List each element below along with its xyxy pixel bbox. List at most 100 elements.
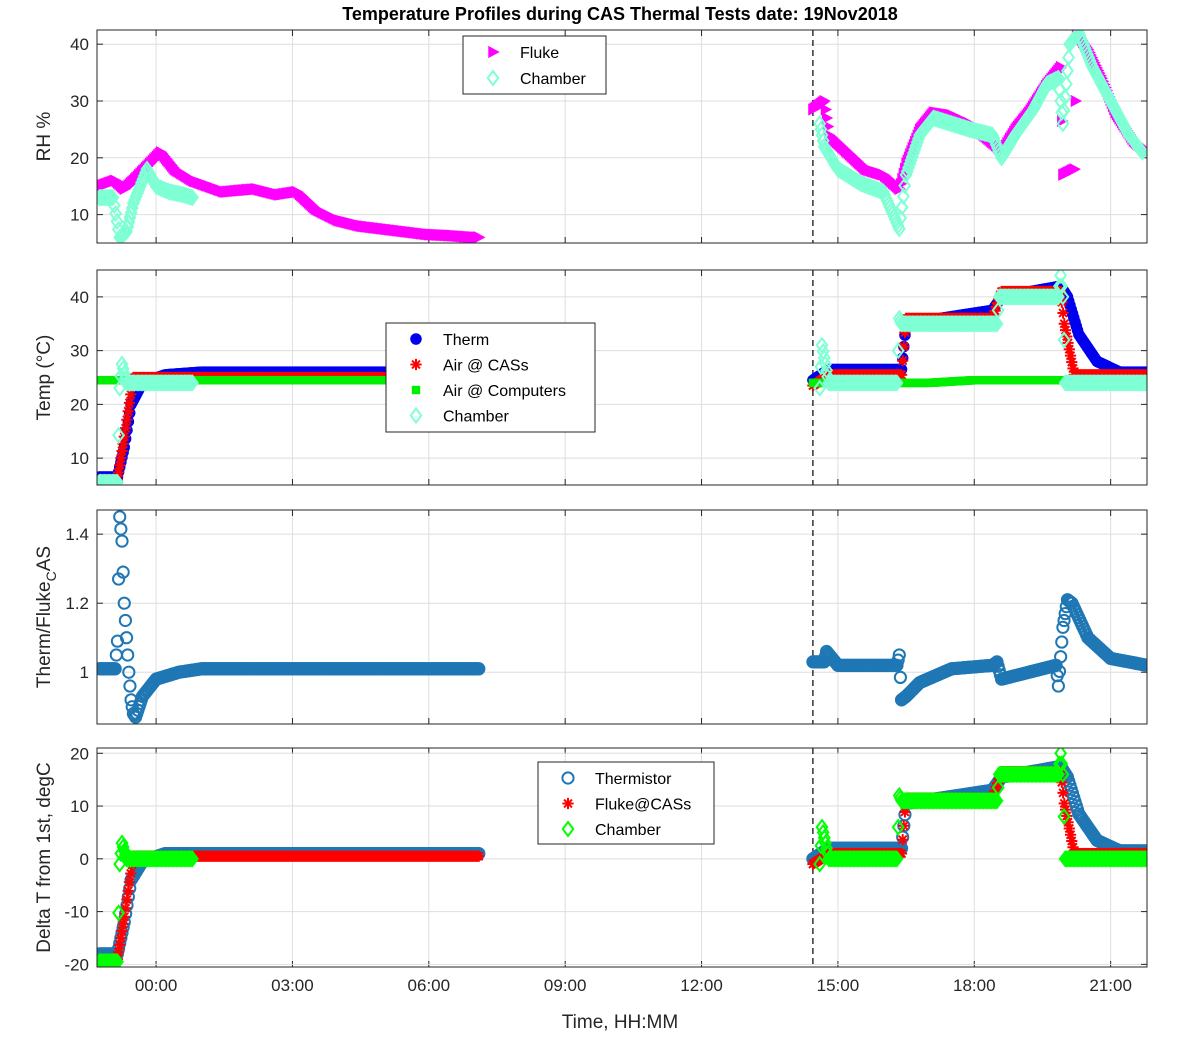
data-point (820, 103, 833, 116)
data-point (125, 388, 137, 400)
data-point (1055, 277, 1069, 295)
asterisk-stroke (1058, 308, 1068, 318)
series-layer (97, 270, 1147, 485)
asterisk-stroke (116, 453, 126, 463)
asterisk-stroke (1142, 370, 1147, 377)
data-point (813, 379, 827, 397)
data-point (1047, 288, 1061, 306)
asterisk-stroke (123, 406, 133, 416)
data-point (1069, 163, 1081, 176)
data-point (1059, 75, 1073, 93)
y-tick-label: 30 (70, 342, 89, 361)
asterisk-stroke (118, 439, 128, 449)
data-point (185, 188, 199, 207)
data-point (986, 315, 1000, 333)
series-layer (97, 30, 1147, 243)
asterisk-stroke (124, 398, 135, 408)
data-point (1046, 288, 1060, 306)
legend-label: Chamber (520, 71, 586, 88)
data-point (1060, 62, 1074, 80)
data-point (1054, 270, 1068, 285)
asterisk-stroke (120, 423, 131, 433)
data-point (474, 231, 486, 243)
data-point (890, 374, 904, 392)
data-point (110, 212, 124, 231)
y-tick-label: 40 (70, 35, 89, 54)
data-point (885, 374, 899, 392)
data-point (894, 209, 908, 227)
data-point (889, 374, 903, 392)
data-point (990, 315, 1004, 333)
data-point (892, 220, 906, 238)
data-point (110, 473, 124, 485)
asterisk-stroke (898, 356, 908, 366)
legend-box (462, 35, 607, 95)
data-point (896, 187, 910, 206)
data-point (1056, 115, 1070, 133)
data-point (886, 374, 900, 392)
y-tick-label: 10 (70, 206, 89, 225)
data-point (107, 473, 121, 485)
data-point (116, 445, 128, 457)
data-point (119, 422, 132, 434)
data-point (112, 426, 126, 444)
y-tick-label: 40 (70, 288, 89, 307)
data-point (109, 473, 123, 485)
series-chamber (97, 30, 1147, 243)
data-point (114, 459, 126, 471)
data-point (1070, 94, 1083, 108)
y-axis-label: RH % (34, 112, 55, 162)
data-point (1057, 307, 1069, 319)
data-point (106, 188, 120, 207)
asterisk-stroke (117, 446, 127, 456)
asterisk-stroke (115, 460, 125, 470)
data-point (1058, 88, 1072, 106)
data-point (1056, 288, 1070, 306)
data-point (183, 374, 197, 392)
data-point (1055, 60, 1068, 74)
data-point (898, 176, 912, 195)
data-point (887, 374, 901, 392)
y-tick-label: 30 (70, 92, 89, 111)
data-point (989, 315, 1003, 333)
data-point (108, 473, 122, 485)
data-point (180, 374, 194, 392)
data-point (1135, 143, 1147, 161)
data-point (1057, 101, 1071, 120)
figure-title: Temperature Profiles during CAS Thermal … (342, 4, 898, 24)
axes-frame (96, 29, 1148, 244)
data-point (121, 414, 133, 426)
asterisk-stroke (122, 415, 132, 425)
data-point (107, 196, 121, 215)
data-point (897, 355, 909, 367)
legend-marker (486, 69, 500, 87)
data-point (109, 204, 123, 223)
data-point (1062, 48, 1076, 67)
data-point (185, 374, 199, 392)
data-point (115, 452, 127, 464)
y-tick-label: 20 (70, 149, 89, 168)
data-point (184, 374, 198, 392)
data-point (122, 405, 134, 417)
panel-rh: 10 20 30 40 RH % Fluke Chamber (34, 29, 1148, 244)
data-point (819, 94, 831, 108)
legend-marker (488, 45, 500, 59)
y-tick-label: 20 (70, 395, 89, 414)
data-point (991, 301, 1005, 319)
data-point (123, 397, 136, 409)
y-tick-label: 10 (70, 449, 89, 468)
data-point (821, 111, 834, 125)
legend: Fluke Chamber (462, 35, 607, 95)
data-point (987, 315, 1001, 333)
data-point (181, 374, 195, 392)
data-point (985, 315, 999, 333)
data-point (117, 438, 129, 450)
asterisk-stroke (126, 389, 136, 400)
data-point (895, 198, 909, 216)
data-point (105, 473, 119, 485)
series-chamber (97, 270, 1147, 485)
data-point (891, 341, 905, 360)
